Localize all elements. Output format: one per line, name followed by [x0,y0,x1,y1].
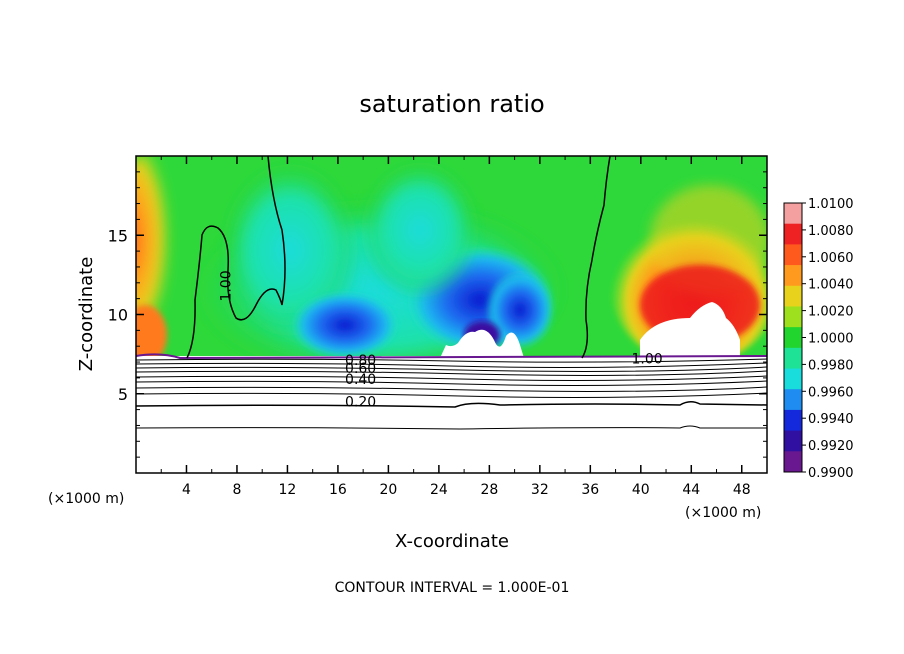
colorbar-label: 1.0020 [808,305,854,320]
x-tick-label: 40 [632,482,650,498]
field-cyan-region [360,160,480,300]
contour-line [136,386,767,392]
contour-label: 1.00 [632,352,663,368]
unity-contours [186,156,611,359]
contour-line [136,375,767,381]
field-supersaturated-region [440,329,524,358]
colorbar-label: 1.0000 [808,332,854,347]
colorbar-swatch [784,451,802,473]
field-yellow-region [136,156,185,330]
colorbar-swatch [784,265,802,287]
contour-labels: 1.00 0.800.600.40 0.20 1.00 [219,270,663,410]
colorbar-swatch [784,223,802,245]
colorbar-swatch [784,244,802,266]
colorbar-swatch [784,389,802,411]
y-tick-label: 10 [108,306,128,325]
field-blue-region [290,290,400,360]
contour-line [136,425,767,430]
boundary-edge [136,353,767,360]
colorbar-swatch [784,409,802,432]
colorbar-swatch [784,306,802,328]
colorbar-swatch [784,285,802,307]
contour-line [136,362,767,368]
contour-line [136,401,767,408]
x-tick-label: 8 [232,482,241,498]
contour-interval-note: CONTOUR INTERVAL = 1.000E-01 [335,580,570,596]
colorbar-label: 0.9940 [808,412,854,427]
field-blue-region [485,270,555,350]
x-tick-label: 16 [329,482,347,498]
contour-label: 0.60 [345,361,376,377]
y-tick-label: 5 [118,385,128,404]
contour-line [136,392,767,398]
unity-contour-right [581,156,611,359]
colorbar-swatch [784,368,802,390]
field-supersaturated-region [640,302,740,356]
colorbar-label: 0.9920 [808,439,854,454]
unity-contour-left [186,156,286,359]
plot-area: 1.00 0.800.600.40 0.20 1.00 [136,156,767,473]
contour-line [136,366,767,372]
colorbar-label: 0.9980 [808,358,854,373]
contour-lines [136,358,767,430]
y-tick-label: 15 [108,226,128,245]
chart-title: saturation ratio [359,90,544,118]
colorbar-label: 1.0080 [808,224,854,239]
colorbar-swatch [784,327,802,349]
contour-line [136,358,767,363]
x-tick-label: 36 [581,482,599,498]
x-tick-label: 12 [279,482,297,498]
contour-line [136,370,767,376]
colorbar-swatch [784,430,802,452]
x-tick-label: 48 [733,482,751,498]
colorbar-swatch [784,347,802,370]
x-axis-label: X-coordinate [395,531,509,552]
colorbar-label: 1.0100 [808,197,854,212]
x-tick-label: 32 [531,482,549,498]
y-axis-label: Z-coordinate [76,257,97,372]
contour-label: 0.20 [345,394,376,410]
field-orange-region [136,305,167,365]
colorbar-label: 0.9900 [808,466,854,481]
contour-label: 0.80 [345,353,376,369]
contour-line [136,380,767,386]
x-tick-label: 24 [430,482,448,498]
x-unit-right: (×1000 m) [685,505,761,521]
x-tick-label: 20 [379,482,397,498]
x-tick-label: 4 [182,482,191,498]
colorbar-swatch [784,203,802,225]
colorbar-label: 1.0040 [808,278,854,293]
x-unit-left: (×1000 m) [48,491,124,507]
colorbar-label: 1.0060 [808,251,854,266]
contour-label: 0.40 [345,372,376,388]
colorbar-label: 0.9960 [808,385,854,400]
colorbar: 1.0100 1.0080 1.0060 1.0040 1.0020 1.0000 0.99… [783,197,854,481]
x-tick-label: 44 [682,482,700,498]
saturation-field [136,156,767,385]
contour-label: 1.00 [219,270,235,301]
x-tick-label: 28 [480,482,498,498]
